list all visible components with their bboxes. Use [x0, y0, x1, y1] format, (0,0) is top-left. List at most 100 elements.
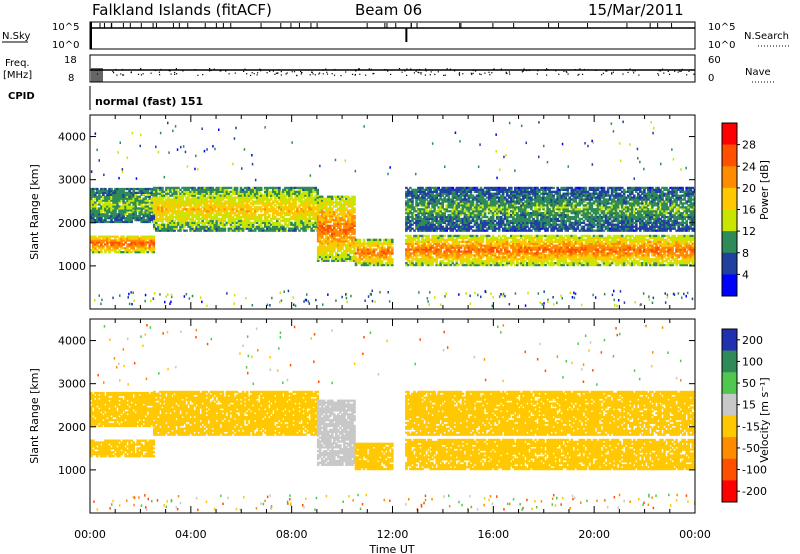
power-cell-band-3: [335, 220, 338, 224]
power-cell-band-5: [624, 256, 628, 259]
nave-label: Nave: [745, 67, 771, 78]
power-cell-band-5: [588, 254, 592, 257]
power-cell-band-5: [516, 250, 519, 253]
power-cell-band-5: [542, 262, 545, 265]
power-cell-band-3: [318, 224, 322, 227]
power-cell-band-2: [288, 213, 291, 217]
power-cell-band-5: [411, 244, 414, 247]
power-cell-band-2: [294, 196, 297, 199]
power-cell-band-0: [102, 247, 105, 250]
power-cell-band-5: [602, 250, 606, 253]
power-cell-band-2: [209, 227, 213, 230]
power-cell-band-0: [118, 251, 121, 254]
power-cell-band-2: [266, 204, 269, 207]
power-cell-band-2: [171, 229, 174, 232]
power-cell-band-2: [274, 200, 277, 203]
power-cell-band-2: [278, 212, 281, 215]
power-cell-band-3: [327, 230, 330, 233]
power-cell-band-3: [322, 242, 326, 245]
power-cell-band-2: [153, 210, 156, 213]
power-cell-band-3: [353, 255, 356, 259]
power-cell-band-2: [268, 202, 271, 205]
power-cell-band-2: [239, 202, 243, 205]
power-cell-band-2: [231, 225, 235, 228]
power-cell-band-2: [207, 194, 211, 197]
power-cell-band-2: [195, 210, 198, 213]
power-cell-band-2: [171, 210, 174, 213]
power-cell-band-5: [590, 246, 594, 249]
power-cell-band-5: [540, 238, 543, 241]
power-cell-band-0: [142, 243, 145, 246]
power-cell-band-5: [415, 263, 418, 267]
power-cell-band-2: [300, 200, 303, 203]
power-cell-band-0: [124, 247, 127, 250]
power-cell-band-2: [203, 204, 206, 207]
power-cell-band-4: [378, 250, 382, 253]
nave-dot: [322, 73, 324, 75]
power-cell-band-0: [100, 251, 103, 254]
power-cell-band-5: [622, 242, 626, 245]
power-cell-band-2: [169, 225, 172, 228]
power-cell-band-2: [292, 204, 295, 207]
power-cell-band-2: [185, 229, 188, 232]
power-cell-band-2: [284, 196, 287, 199]
power-cell-band-2: [187, 223, 190, 226]
nave-dot: [406, 74, 408, 76]
power-cell-band-2: [167, 204, 170, 207]
power-cell-band-2: [187, 204, 190, 207]
power-cell-band-2: [193, 188, 196, 191]
power-cell-band-5: [427, 258, 430, 261]
power-cell-band-2: [169, 186, 172, 190]
power-cell-band-5: [606, 246, 610, 249]
power-cell-band-2: [199, 210, 202, 213]
power-cell-band-5: [566, 250, 569, 253]
power-cell-band-5: [528, 246, 531, 249]
power-cell-band-2: [175, 221, 178, 224]
power-cell-band-5: [487, 246, 491, 249]
power-cell-band-5: [485, 240, 489, 243]
power-cell-band-2: [221, 194, 225, 197]
power-cell-band-5: [487, 262, 491, 265]
power-cell-band-2: [203, 221, 206, 224]
power-cell-band-2: [233, 186, 237, 190]
power-cell-band-5: [633, 246, 636, 249]
power-cell-band-2: [221, 223, 225, 226]
power-cell-band-1: [144, 201, 148, 204]
power-cell-band-2: [243, 219, 247, 223]
power-cell-band-1: [120, 211, 123, 214]
power-cell-band-2: [259, 208, 263, 211]
power-cell-band-5: [602, 260, 606, 263]
power-cell-band-2: [215, 227, 219, 230]
power-cell-band-1: [94, 218, 97, 222]
power-cell-band-2: [157, 186, 160, 190]
power-cell-band-1: [146, 218, 150, 222]
power-cell-band-5: [584, 250, 588, 253]
power-cell-band-5: [501, 240, 505, 243]
power-cell-band-1: [124, 217, 127, 220]
power-cell-band-0: [116, 241, 119, 244]
power-cell-band-2: [266, 212, 269, 215]
power-cell-band-5: [409, 236, 412, 240]
power-cell-band-5: [479, 262, 483, 265]
nave-dot: [415, 70, 417, 72]
nave-dot: [429, 74, 431, 76]
nave-dot: [208, 70, 211, 72]
power-cell-band-5: [481, 263, 485, 267]
power-cell-band-2: [280, 190, 283, 193]
power-cell-band-3: [318, 242, 322, 245]
power-cell-band-2: [308, 213, 311, 217]
power-cell-band-2: [167, 188, 170, 191]
power-cell-band-2: [227, 200, 231, 203]
power-cell-band-2: [239, 186, 243, 190]
power-cell-band-3: [345, 236, 348, 239]
power-cell-band-5: [586, 236, 590, 240]
power-cell-band-2: [227, 221, 231, 224]
power-cell-band-2: [310, 198, 313, 201]
power-cell-band-5: [522, 254, 525, 257]
power-cell-band-0: [148, 243, 152, 246]
power-cell-band-5: [544, 263, 547, 267]
power-cell-band-5: [493, 236, 497, 240]
power-cell-band-2: [155, 204, 158, 207]
power-cell-band-1: [132, 203, 135, 206]
power-cell-band-0: [110, 241, 113, 244]
